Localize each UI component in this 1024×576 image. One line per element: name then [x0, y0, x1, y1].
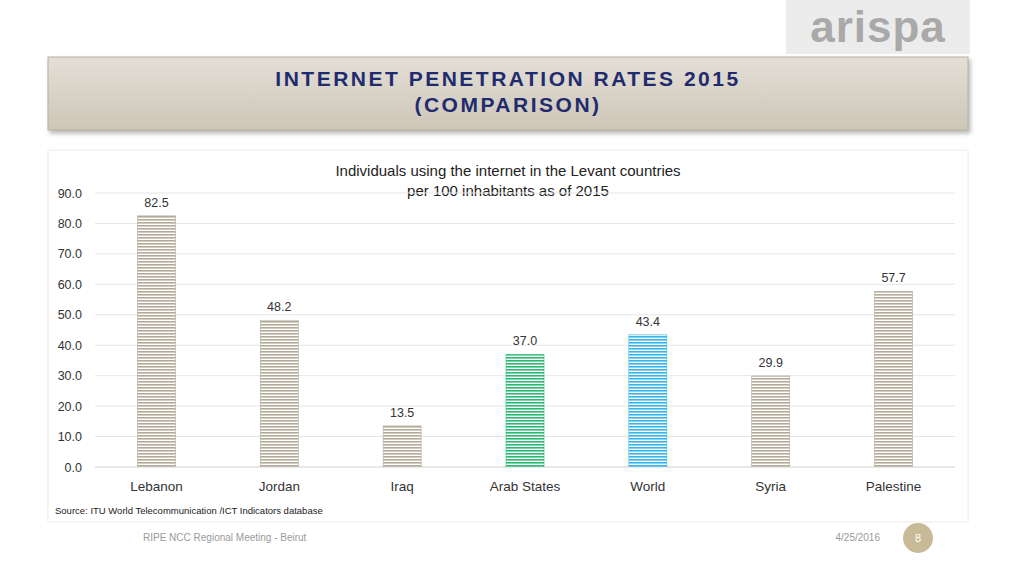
- data-label: 29.9: [759, 356, 783, 370]
- grid-line: [95, 284, 955, 285]
- bar: [875, 291, 913, 467]
- data-label: 43.4: [636, 315, 660, 329]
- data-label: 37.0: [513, 334, 537, 348]
- bar: [752, 376, 790, 467]
- y-axis: [95, 193, 96, 467]
- grid-line: [95, 314, 955, 315]
- y-tick-label: 20.0: [58, 400, 82, 414]
- grid: [95, 193, 955, 467]
- y-tick-label: 10.0: [58, 430, 82, 444]
- y-tick-label: 70.0: [58, 247, 82, 261]
- y-tick-label: 30.0: [58, 369, 82, 383]
- x-tick-label: Iraq: [391, 479, 414, 494]
- y-tick-label: 0.0: [65, 461, 82, 475]
- bar: [137, 216, 175, 467]
- chart-title: Individuals using the internet in the Le…: [335, 162, 680, 179]
- bars: [137, 216, 912, 467]
- grid-line: [95, 223, 955, 224]
- x-tick-label: Jordan: [259, 479, 300, 494]
- bar: [383, 426, 421, 467]
- page-badge: [903, 523, 933, 553]
- date: 4/25/2016: [836, 532, 881, 543]
- y-tick-label: 90.0: [58, 187, 82, 201]
- data-label: 82.5: [144, 196, 168, 210]
- x-tick-label: World: [630, 479, 665, 494]
- y-tick-label: 40.0: [58, 339, 82, 353]
- page-number: 8: [915, 532, 921, 544]
- data-label: 13.5: [390, 406, 414, 420]
- footer: RIPE NCC Regional Meeting - Beirut: [143, 532, 307, 543]
- slide: arispa INTERNET PENETRATION RATES 2015 (CO…: [0, 0, 1024, 576]
- labels: 82.5 48.2 13.5 37.0 43.4 29.9 57.7: [144, 196, 906, 420]
- grid-line: [95, 253, 955, 254]
- grid-line: [95, 193, 955, 194]
- chart-frame: [48, 150, 968, 522]
- bar: [260, 320, 298, 467]
- bar: [506, 354, 544, 467]
- source: Source: ITU World Telecommunication /ICT…: [55, 505, 323, 516]
- y-tick-label: 50.0: [58, 308, 82, 322]
- chart-subtitle: per 100 inhabitants as of 2015: [407, 182, 609, 199]
- banner: [48, 57, 968, 130]
- heading: (COMPARISON): [414, 93, 601, 116]
- y-tick-label: 80.0: [58, 217, 82, 231]
- logo-bg: [786, 0, 970, 54]
- y-tick-label: 60.0: [58, 278, 82, 292]
- heading: INTERNET PENETRATION RATES 2015: [275, 67, 740, 90]
- bar: [629, 335, 667, 467]
- x-tick-label: Palestine: [866, 479, 922, 494]
- x-tick-label: Lebanon: [130, 479, 183, 494]
- data-label: 48.2: [267, 300, 291, 314]
- x-tick-label: Arab States: [490, 479, 561, 494]
- data-label: 57.7: [881, 271, 905, 285]
- x-tick-label: Syria: [755, 479, 786, 494]
- logo: arispa: [810, 2, 946, 51]
